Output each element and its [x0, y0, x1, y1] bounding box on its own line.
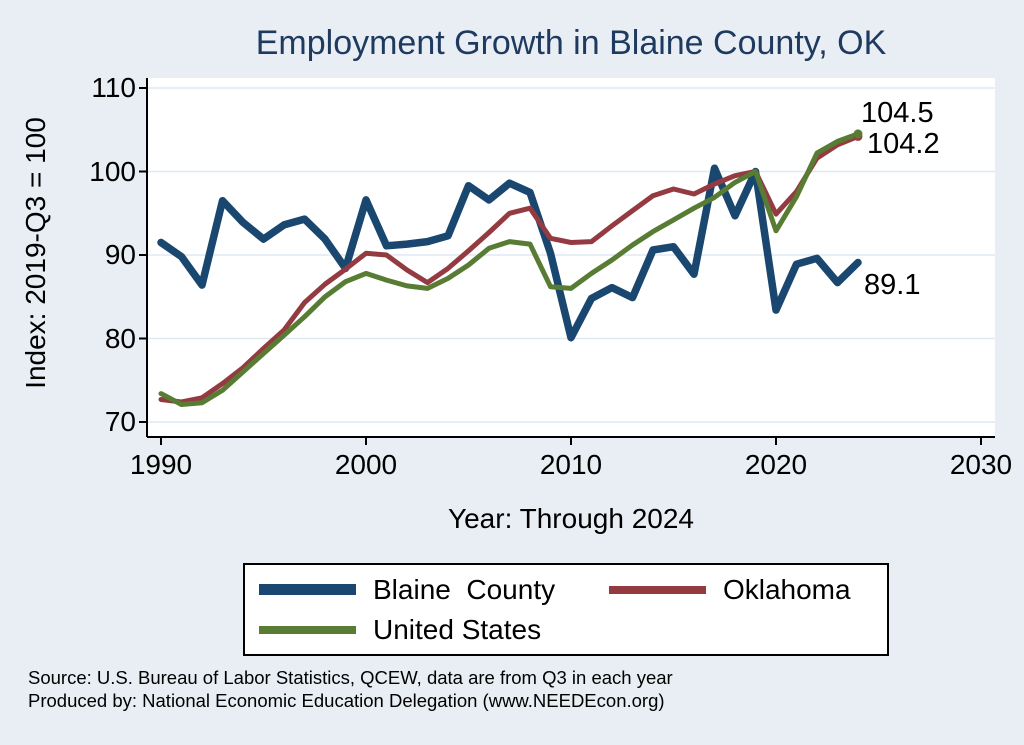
x-tick-label: 1990: [129, 449, 193, 480]
x-tick-label: 2030: [949, 449, 1013, 480]
legend: Blaine County Oklahoma United States: [243, 563, 889, 656]
legend-item: Oklahoma: [608, 570, 873, 610]
y-tick-label: 80: [104, 322, 136, 354]
y-tick-label: 90: [104, 239, 136, 270]
legend-swatch: [608, 585, 706, 594]
end-marker-united-states: [853, 129, 863, 139]
chart-title: Employment Growth in Blaine County, OK: [255, 24, 887, 62]
source-note: Source: U.S. Bureau of Labor Statistics,…: [28, 667, 673, 688]
legend-swatch: [259, 584, 356, 595]
y-tick-label: 110: [91, 72, 136, 103]
annotation-label: 104.5: [861, 96, 934, 129]
x-tick-label: 2000: [334, 449, 398, 480]
x-tick-label: 2010: [539, 449, 603, 480]
legend-label: Oklahoma: [722, 573, 851, 605]
footer-notes: Source: U.S. Bureau of Labor Statistics,…: [28, 666, 673, 712]
legend-swatch: [259, 625, 356, 634]
series-line-united-states: [158, 131, 861, 407]
x-axis-title: Year: Through 2024: [448, 503, 694, 534]
legend-label: United States: [373, 613, 542, 645]
annotation-label: 89.1: [864, 268, 921, 301]
legend-item: Blaine County: [259, 570, 609, 610]
y-tick-label: 70: [104, 406, 136, 437]
y-tick-label: 100: [89, 155, 136, 187]
series-line-oklahoma: [158, 133, 861, 405]
x-tick-label: 2020: [744, 449, 808, 480]
annotation-label: 104.2: [867, 128, 940, 161]
legend-item: United States: [259, 610, 609, 650]
series-line-blaine-county: [157, 164, 862, 342]
legend-label: Blaine County: [373, 573, 556, 605]
producer-note: Produced by: National Economic Education…: [28, 690, 665, 711]
